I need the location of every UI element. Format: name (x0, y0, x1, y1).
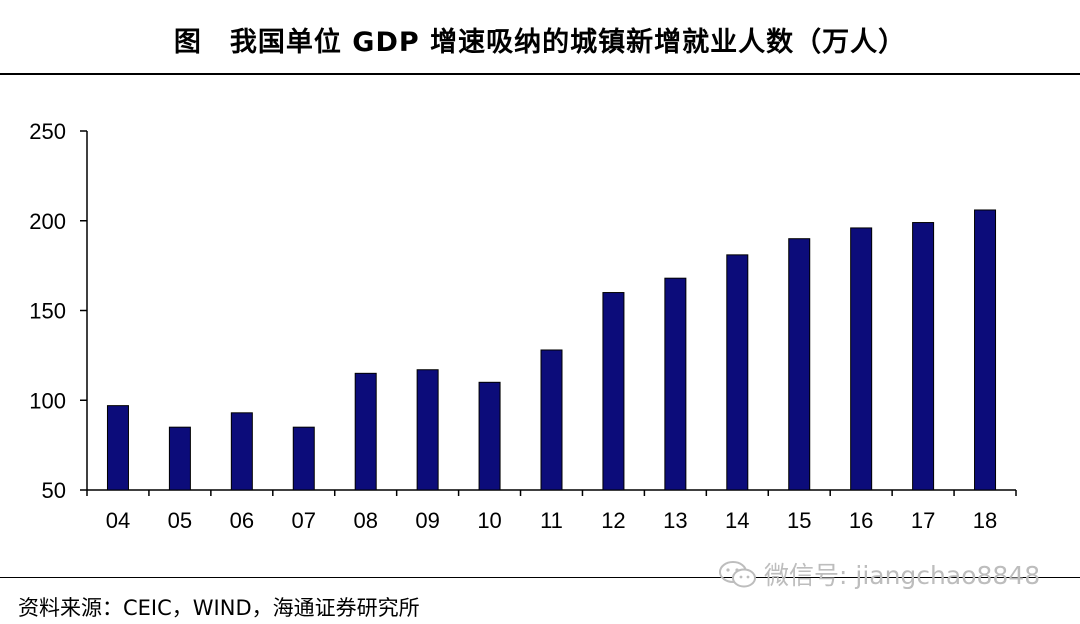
x-tick-label: 16 (849, 508, 873, 533)
bar-16 (850, 227, 873, 491)
bar-05 (168, 426, 191, 491)
x-tick-label: 14 (725, 508, 749, 533)
watermark-text: 微信号: jiangchao8848 (764, 561, 1041, 590)
y-tick-label: 50 (42, 478, 66, 503)
x-tick-label: 18 (973, 508, 997, 533)
bar-18 (974, 209, 997, 491)
bar-13 (664, 277, 687, 491)
bar-04 (106, 405, 129, 491)
bar-07 (292, 426, 315, 491)
bar-06 (230, 412, 253, 491)
x-tick-label: 15 (787, 508, 811, 533)
bar-17 (912, 222, 935, 491)
bar-12 (602, 292, 625, 491)
title-divider (0, 73, 1080, 75)
bar-14 (726, 254, 749, 491)
chart-title-bar: 图 我国单位 GDP 增速吸纳的城镇新增就业人数（万人） (0, 0, 1080, 74)
bar-08 (354, 372, 377, 491)
y-tick-label: 100 (29, 388, 66, 413)
bar-chart: 50 100 150 200 250 04 05 06 07 08 09 10 11 12 13 14 15 16… (29, 119, 1017, 533)
y-tick-label: 200 (29, 209, 66, 234)
source-note: 资料来源：CEIC，WIND，海通证券研究所 (18, 596, 420, 620)
bar-15 (788, 238, 811, 491)
x-tick-label: 12 (601, 508, 625, 533)
y-tick-label: 250 (29, 119, 66, 144)
x-tick-label: 10 (477, 508, 501, 533)
y-tick-label: 150 (29, 299, 66, 324)
x-tick-label: 17 (911, 508, 935, 533)
x-tick-label: 06 (230, 508, 254, 533)
bar-11 (540, 349, 563, 491)
x-tick-label: 11 (540, 508, 563, 533)
x-tick-label: 13 (663, 508, 687, 533)
wechat-watermark: 微信号: jiangchao8848 (718, 556, 1040, 592)
chart-title: 图 我国单位 GDP 增速吸纳的城镇新增就业人数（万人） (173, 27, 907, 58)
x-tick-label: 04 (106, 508, 130, 533)
bar-10 (478, 381, 501, 491)
wechat-icon (719, 561, 756, 588)
bar-09 (416, 369, 439, 491)
x-tick-label: 07 (292, 508, 316, 533)
x-tick-label: 05 (168, 508, 192, 533)
footer-divider (0, 577, 1080, 578)
x-tick-label: 08 (353, 508, 377, 533)
x-tick-label: 09 (415, 508, 439, 533)
